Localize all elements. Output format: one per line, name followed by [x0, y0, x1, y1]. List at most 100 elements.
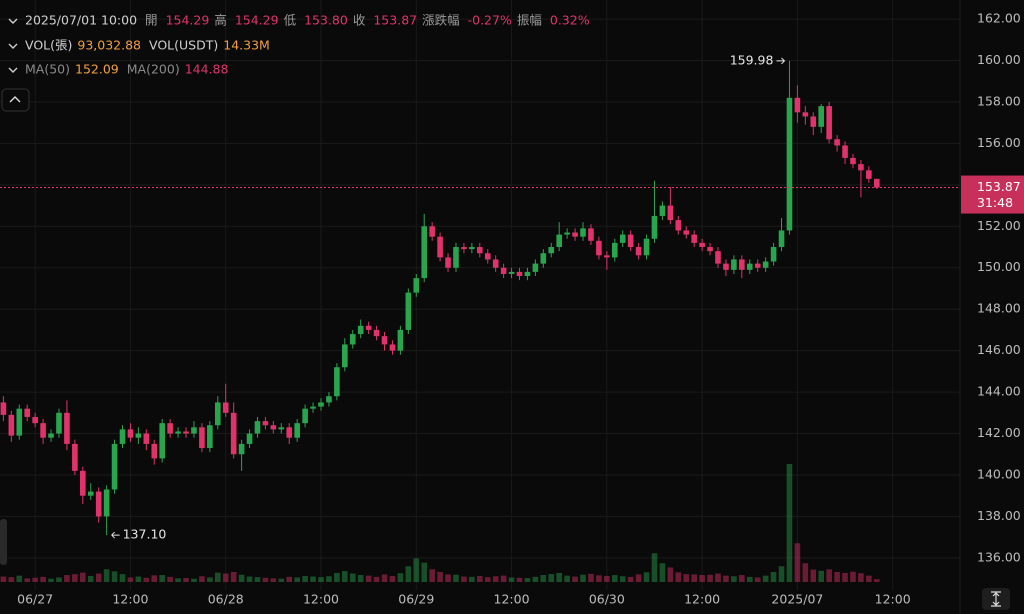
candle-body	[294, 423, 300, 438]
volume-bar	[405, 566, 412, 582]
candle-body	[167, 423, 173, 434]
candle-body	[556, 234, 562, 248]
candle-body	[151, 443, 158, 459]
collapse-icon[interactable]	[8, 67, 18, 73]
candle-body	[516, 271, 523, 277]
volume-bar	[453, 574, 459, 582]
collapse-icon[interactable]	[8, 18, 18, 24]
volume-bar	[421, 562, 428, 582]
volume-bar	[397, 573, 404, 582]
volume-bar	[762, 575, 769, 582]
volume-bar	[103, 569, 110, 582]
candle-body	[318, 402, 324, 407]
volume-bar	[207, 577, 213, 582]
info-text: 154.29	[235, 13, 279, 28]
info-text: 振幅	[517, 13, 542, 28]
volume-bar	[818, 570, 825, 582]
candle-body	[739, 259, 745, 270]
last-price-box	[961, 175, 1024, 214]
candle-body	[794, 97, 801, 113]
volume-bar	[119, 574, 126, 582]
candle-body	[445, 257, 451, 268]
volume-bar	[611, 575, 618, 582]
candle-body	[254, 421, 261, 434]
volume-bar	[739, 575, 745, 582]
volume-bar	[111, 571, 118, 582]
candle-body	[373, 329, 380, 337]
candle-body	[619, 234, 626, 243]
volume-bar	[826, 569, 832, 582]
volume-bar	[238, 574, 245, 582]
volume-bar	[127, 577, 134, 582]
info-text: 漲跌幅	[422, 13, 460, 28]
volume-bar	[635, 574, 642, 582]
side-handle[interactable]	[0, 519, 7, 565]
x-tick-label: 06/28	[208, 592, 244, 607]
candle-body	[461, 247, 467, 250]
volume-bar	[349, 573, 356, 582]
candle-body	[548, 247, 555, 254]
volume-bar	[87, 575, 94, 582]
x-tick-label: 06/29	[398, 592, 434, 607]
candle-body	[834, 139, 840, 146]
candle-body	[596, 240, 602, 256]
volume-bar	[246, 576, 253, 582]
volume-bar	[604, 575, 610, 582]
candle-body	[421, 226, 428, 279]
y-tick-label: 156.00	[977, 135, 1021, 150]
volume-bar	[500, 575, 507, 582]
candle-body	[492, 259, 499, 268]
x-tick-label: 06/27	[17, 592, 53, 607]
volume-bar	[524, 578, 531, 582]
candle-body	[786, 97, 793, 231]
candle-body	[95, 491, 102, 517]
candle-body	[437, 236, 443, 258]
max-arrow	[776, 57, 786, 65]
y-tick-label: 162.00	[977, 11, 1021, 26]
chevrons[interactable]	[8, 18, 18, 73]
candle-body	[675, 220, 682, 231]
candle-body	[500, 267, 507, 274]
info-text: 153.87	[373, 13, 417, 28]
info-text: 0.32%	[550, 13, 590, 28]
y-tick-label: 146.00	[977, 342, 1021, 357]
candle-body	[508, 271, 515, 274]
info-text: 開	[145, 13, 158, 28]
candle-body	[207, 425, 213, 449]
candle-body	[429, 226, 435, 237]
volume-bar	[222, 573, 229, 582]
volume-bar	[254, 577, 261, 582]
volume-bar	[214, 572, 221, 582]
collapse-icon[interactable]	[8, 43, 18, 49]
candle-body	[580, 228, 586, 237]
volume-bar	[691, 574, 697, 582]
volume-bar	[80, 572, 86, 582]
volume-bar	[199, 576, 205, 582]
volume-bar	[24, 578, 31, 582]
volume-bar	[651, 553, 658, 582]
candle-body	[349, 334, 356, 345]
candle-body	[397, 329, 404, 351]
volume-bar	[445, 574, 451, 582]
volume-bar	[159, 575, 165, 582]
x-tick-label: 12:00	[112, 592, 148, 607]
volume-bar	[659, 563, 666, 582]
info-text: MA(200)	[127, 62, 180, 77]
candle-body	[40, 423, 46, 438]
y-tick-label: 158.00	[977, 93, 1021, 108]
candle-body	[484, 253, 491, 260]
candle-body	[262, 421, 269, 426]
volume-bar	[532, 576, 539, 582]
candle-body	[286, 427, 293, 438]
candle-body	[278, 427, 285, 430]
candle-body	[365, 325, 372, 330]
candle-body	[731, 259, 737, 270]
candle-body	[24, 408, 31, 417]
volume-bar	[492, 576, 499, 582]
candle-body	[770, 247, 777, 262]
candle-body	[230, 412, 237, 455]
volume-bar	[810, 569, 817, 582]
info-text: VOL(USDT)	[149, 38, 218, 53]
toggle-button[interactable]	[1, 88, 30, 112]
candle-body	[524, 271, 531, 277]
